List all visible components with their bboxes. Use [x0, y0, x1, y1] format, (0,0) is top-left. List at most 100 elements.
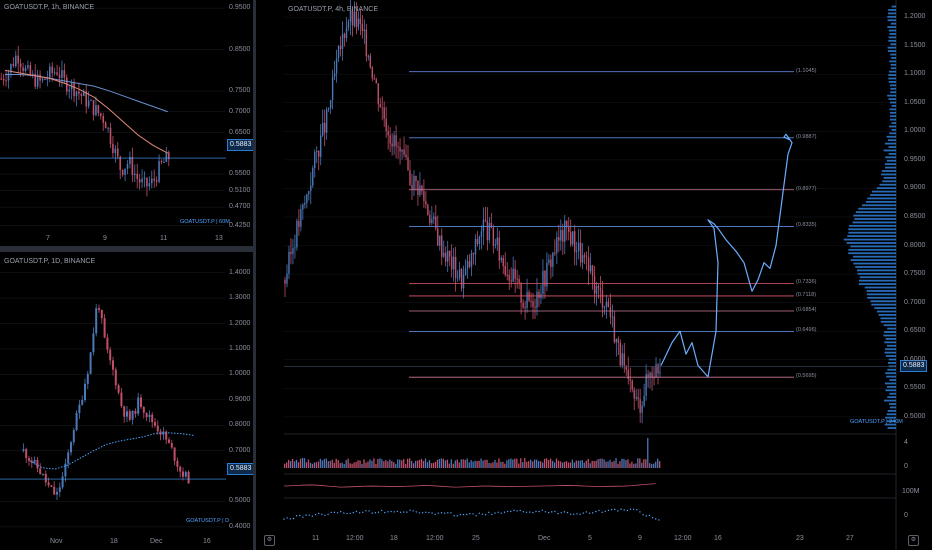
volume-bar	[420, 458, 423, 468]
volume-bar	[387, 461, 389, 468]
panel-divider-v[interactable]	[253, 0, 256, 550]
oscillator-2-dot	[412, 510, 414, 512]
candle-1d-candle	[103, 318, 106, 338]
candle-4h-candle	[335, 58, 338, 74]
chart-1d-canvas[interactable]	[0, 252, 253, 550]
volume-bar	[543, 458, 546, 468]
volume-profile-bar	[856, 269, 896, 272]
candle-1h-candle	[48, 66, 51, 78]
volume-profile-bar	[876, 187, 896, 190]
y-tick-4h: 1.0000	[904, 127, 926, 135]
oscillator-2-dot	[393, 511, 395, 513]
oscillator-2-dot	[425, 511, 427, 513]
volume-bar	[391, 461, 393, 468]
candle-4h-candle	[470, 252, 473, 267]
volume-bar	[311, 463, 314, 468]
y-tick-1d: 1.1000	[229, 344, 251, 352]
candle-1h-candle	[36, 74, 39, 87]
oscillator-2-dot	[409, 509, 411, 512]
fib-level-label: (0.8335)	[796, 222, 817, 229]
chart-1h-canvas[interactable]	[0, 0, 253, 246]
volume-profile-bar	[871, 303, 896, 306]
candle-4h-candle	[304, 202, 306, 205]
x-tick-1h: 11	[160, 235, 168, 242]
bottom-right-settings-icon[interactable]: ⚙	[908, 535, 919, 546]
volume-profile-bar	[889, 125, 896, 128]
chart-panel-1d[interactable]: GOATUSDT.P, 1D, BINANCE 0.5883 GOATUSDT.…	[0, 252, 253, 550]
volume-profile-bar	[888, 81, 896, 83]
volume-bar	[508, 459, 510, 468]
oscillator-2-dot	[525, 511, 528, 513]
candle-4h-candle	[284, 279, 286, 284]
chart-4h-canvas[interactable]	[256, 0, 932, 550]
panel-divider-h-left[interactable]	[0, 246, 253, 252]
volume-profile-bar	[889, 111, 896, 114]
y-tick-4h: 0.6500	[904, 327, 926, 335]
chart-panel-4h[interactable]: GOATUSDT.P, 4h, BINANCE 0.5883 GOATUSDT.…	[256, 0, 932, 550]
candle-1h-candle	[73, 82, 75, 97]
chart-panel-1h[interactable]: GOATUSDT.P, 1h, BINANCE 0.5883 GOATUSDT.…	[0, 0, 253, 246]
candle-4h-candle	[502, 257, 504, 267]
y-tick-4h: 0.6000	[904, 355, 926, 363]
volume-profile-bar	[889, 379, 896, 381]
oscillator-2-dot	[428, 511, 430, 514]
y-tick-1d: 1.4000	[229, 268, 251, 276]
candle-4h-candle	[591, 265, 594, 277]
volume-profile-bar	[888, 70, 896, 73]
y-tick-1d: 0.4000	[229, 522, 251, 530]
volume-bar	[416, 460, 419, 468]
candle-1h-candle	[141, 178, 143, 183]
volume-profile-bar	[848, 248, 896, 251]
oscillator-2-dot	[415, 511, 417, 513]
volume-bar	[341, 462, 343, 468]
candle-4h-candle	[637, 397, 639, 400]
candle-4h-candle	[554, 252, 556, 254]
candle-1h-candle	[155, 180, 158, 182]
volume-bar	[561, 462, 564, 468]
candle-1d-candle	[61, 476, 64, 488]
volume-bar	[480, 458, 482, 468]
candle-4h-candle	[583, 255, 586, 257]
candle-1d-candle	[176, 460, 179, 467]
volume-profile-bar	[887, 94, 896, 97]
y-tick-1h: 0.5100	[229, 186, 251, 194]
x-tick-1d: 18	[110, 538, 118, 545]
volume-bar	[502, 461, 504, 468]
candle-4h-candle	[530, 300, 532, 302]
volume-tick-high: 4	[904, 439, 908, 446]
candle-4h-candle	[377, 83, 379, 105]
oscillator-2-dot	[292, 517, 295, 520]
volume-bar	[297, 462, 300, 468]
volume-bar	[375, 463, 377, 468]
volume-bar	[583, 462, 585, 468]
volume-bar	[351, 463, 353, 468]
candle-1d-candle	[117, 385, 120, 393]
candle-4h-candle	[635, 397, 637, 399]
volume-bar	[607, 461, 609, 468]
volume-bar	[369, 459, 371, 468]
volume-bar	[575, 460, 577, 468]
y-tick-1d: 1.0000	[229, 370, 251, 378]
candle-1h-candle	[109, 127, 112, 144]
y-tick-1d: 1.2000	[229, 319, 251, 327]
candle-1h-candle	[102, 115, 105, 123]
volume-profile-bar	[889, 132, 896, 135]
oscillator-2-dot	[289, 518, 291, 520]
volume-bar	[313, 462, 316, 468]
candle-1h-candle	[114, 148, 117, 154]
candle-4h-candle	[318, 151, 320, 157]
volume-bar	[373, 458, 375, 468]
volume-bar	[456, 459, 458, 468]
volume-profile-bar	[890, 22, 896, 25]
volume-bar	[567, 462, 570, 468]
volume-bar	[639, 458, 641, 468]
bottom-left-settings-icon[interactable]: ⚙	[264, 535, 275, 546]
x-tick-1h: 13	[215, 235, 223, 242]
volume-profile-bar	[888, 29, 896, 32]
volume-bar	[410, 460, 413, 468]
volume-profile-bar	[852, 221, 896, 224]
candle-4h-candle	[484, 219, 487, 221]
oscillator-2-dot	[358, 512, 361, 514]
volume-bar	[407, 458, 409, 468]
candle-4h-candle	[579, 242, 582, 263]
